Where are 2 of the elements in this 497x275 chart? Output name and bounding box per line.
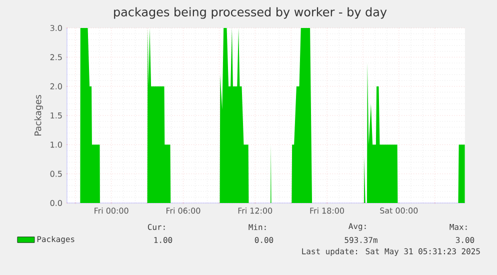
chart-title: packages being processed by worker - by day [114,7,387,19]
y-axis-title: Packages [34,95,43,136]
